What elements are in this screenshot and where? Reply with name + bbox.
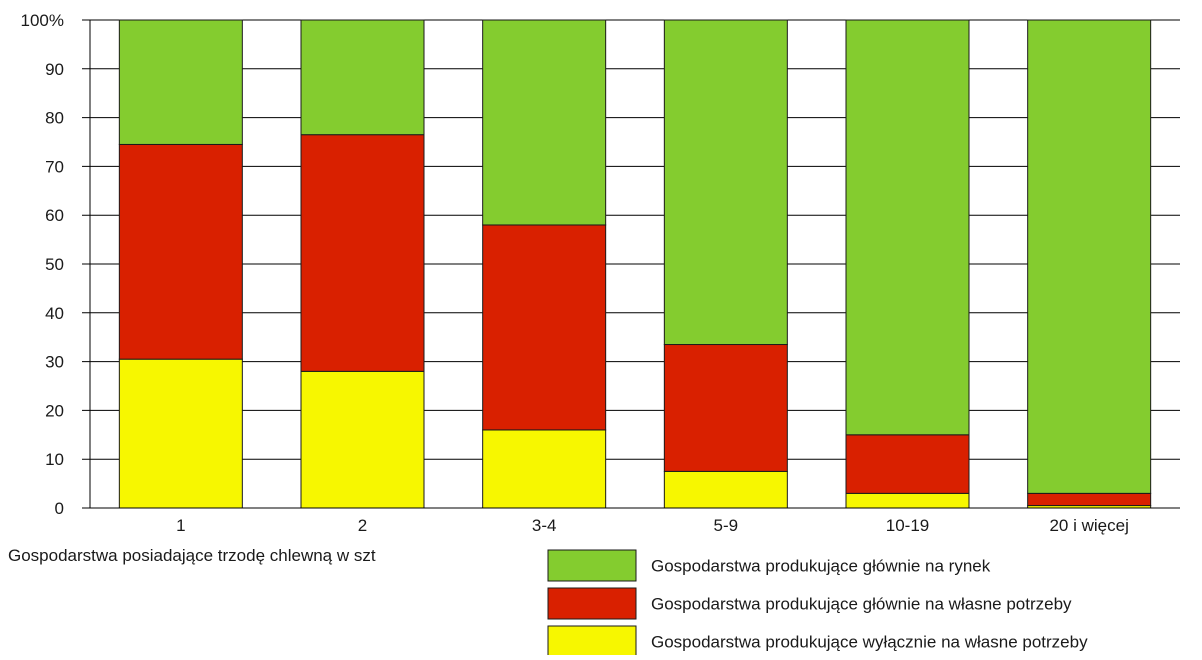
bar-segment	[663, 19, 788, 346]
bar-segment	[482, 19, 607, 226]
legend-label: Gospodarstwa produkujące głównie na włas…	[651, 595, 1072, 614]
y-tick-label: 10	[45, 450, 64, 469]
bar-segment	[482, 224, 607, 431]
y-tick-label: 100%	[21, 11, 64, 30]
bar-segment	[118, 19, 243, 145]
bar-segment	[663, 344, 788, 472]
x-tick-label: 5-9	[714, 516, 739, 535]
x-tick-label: 1	[176, 516, 185, 535]
bar-segment	[118, 358, 243, 509]
bar-segment	[845, 19, 970, 436]
y-tick-label: 30	[45, 353, 64, 372]
bar-segment	[845, 434, 970, 494]
y-tick-labels: 0 10 20 30 40 50 60 70 80 90 100%	[21, 11, 64, 518]
bar-segment	[845, 492, 970, 509]
bar-segment	[300, 19, 425, 136]
axes	[82, 20, 1180, 509]
x-tick-label: 3-4	[532, 516, 557, 535]
gridlines	[82, 19, 1180, 509]
x-tick-label: 10-19	[886, 516, 929, 535]
bar-segment	[1027, 492, 1152, 507]
y-tick-label: 40	[45, 304, 64, 323]
x-tick-labels: 1 2 3-4 5-9 10-19 20 i więcej	[176, 516, 1129, 535]
y-tick-label: 80	[45, 109, 64, 128]
legend-swatch	[547, 587, 637, 620]
bar-segment	[1027, 19, 1152, 494]
x-tick-label: 20 i więcej	[1049, 516, 1128, 535]
legend-label: Gospodarstwa produkujące wyłącznie na wł…	[651, 633, 1088, 652]
bar-segment	[482, 429, 607, 509]
bar-segment	[663, 470, 788, 509]
bar-segment	[300, 370, 425, 509]
bar-segment	[118, 143, 243, 360]
y-tick-label: 60	[45, 206, 64, 225]
x-axis-label: Gospodarstwa posiadające trzodę chlewną …	[8, 546, 376, 565]
y-tick-label: 90	[45, 60, 64, 79]
y-tick-label: 20	[45, 401, 64, 420]
y-tick-label: 50	[45, 255, 64, 274]
legend: Gospodarstwa produkujące głównie na ryne…	[547, 549, 1088, 658]
bars	[118, 19, 1152, 509]
legend-label: Gospodarstwa produkujące głównie na ryne…	[651, 557, 991, 576]
y-tick-label: 0	[55, 499, 64, 518]
x-tick-label: 2	[358, 516, 367, 535]
legend-swatch	[547, 549, 637, 582]
y-tick-label: 70	[45, 157, 64, 176]
legend-swatch	[547, 625, 637, 658]
bar-segment	[300, 134, 425, 372]
